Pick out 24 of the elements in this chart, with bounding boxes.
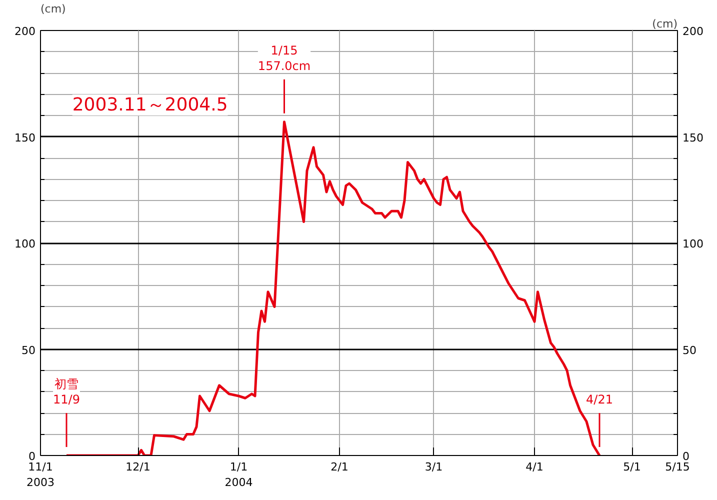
- y2-tick-label: 0: [682, 450, 690, 463]
- y2-axis-title: (cm): [652, 18, 678, 30]
- y2-tick-label: 100: [682, 238, 704, 250]
- y-axis-title: (cm): [40, 2, 66, 16]
- y-tick-label: 100: [14, 238, 36, 250]
- y2-tick-label: 50: [682, 344, 696, 357]
- annotation: 2003.11～2004.5: [72, 94, 228, 116]
- y-tick-label: 0: [28, 450, 36, 463]
- y2-tick-label: 150: [682, 131, 704, 144]
- x-tick-label: 5/1: [623, 460, 641, 474]
- x-tick-label: 1/1 2004: [224, 460, 253, 490]
- annotation: 4/21: [586, 392, 613, 407]
- y-tick-label: 200: [14, 25, 36, 38]
- annotation: 1/15 157.0cm: [258, 44, 311, 73]
- x-tick-label: 11/1 2003: [26, 460, 55, 490]
- y-tick-label: 150: [14, 131, 36, 144]
- y2-tick-label: 200: [682, 25, 704, 38]
- x-tick-label: 5/15: [665, 460, 690, 474]
- x-tick-label: 3/1: [424, 460, 443, 474]
- annotation: 初雪 11/9: [53, 377, 80, 407]
- x-tick-label: 2/1: [330, 460, 348, 474]
- x-tick-label: 4/1: [526, 460, 544, 474]
- y-tick-label: 50: [22, 344, 36, 357]
- x-tick-label: 12/1: [126, 460, 150, 474]
